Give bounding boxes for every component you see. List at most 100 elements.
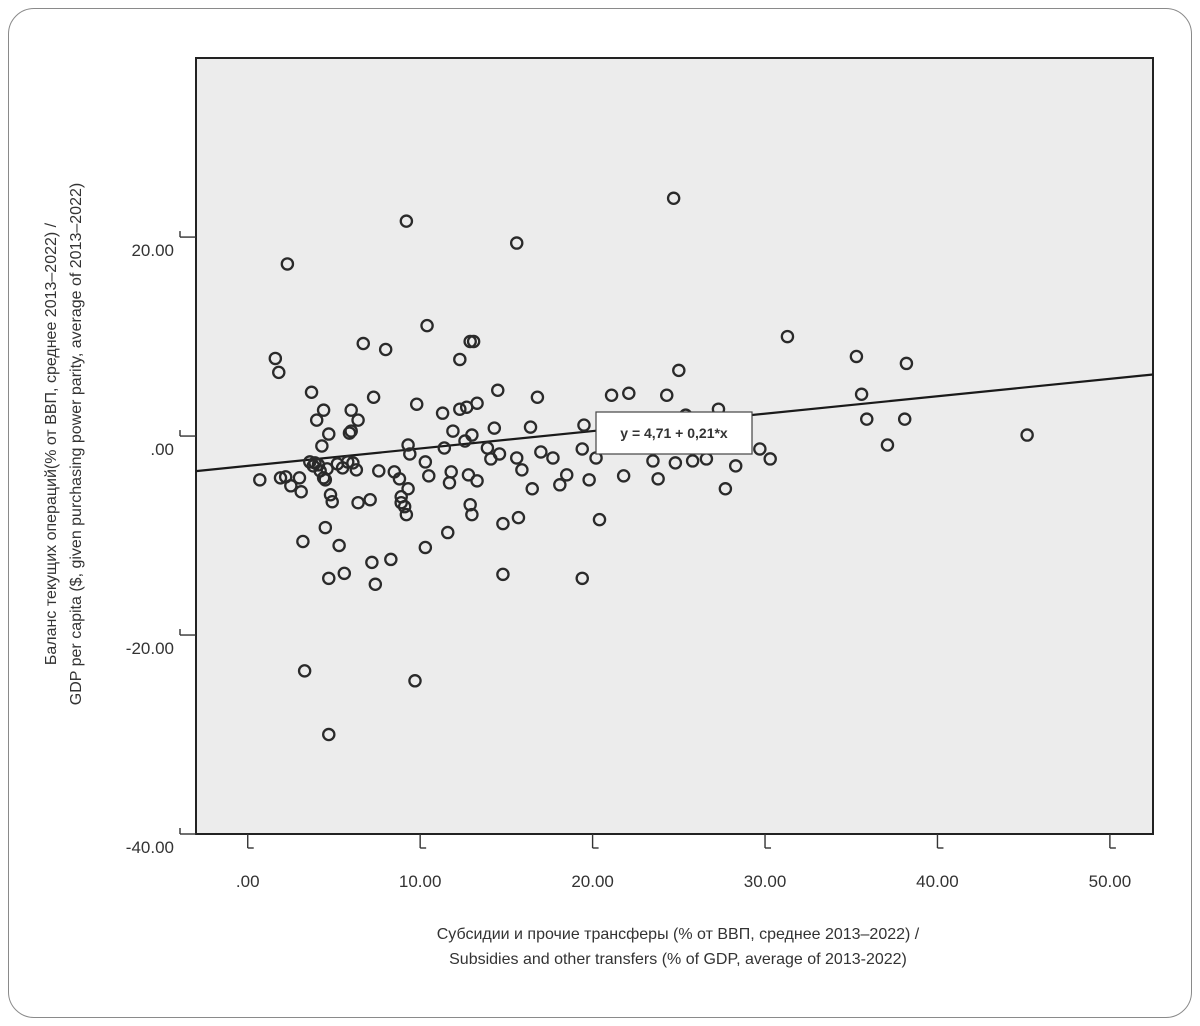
- data-point: [453, 352, 467, 367]
- data-point: [292, 471, 307, 485]
- data-point: [284, 479, 298, 493]
- data-point: [559, 468, 574, 482]
- data-point: [509, 451, 524, 465]
- data-point: [401, 438, 415, 452]
- data-point: [523, 420, 538, 434]
- data-point: [515, 463, 529, 477]
- x-tick-label: 20.00: [571, 872, 614, 891]
- data-point: [253, 473, 267, 487]
- data-point: [470, 474, 484, 488]
- data-point: [496, 567, 510, 582]
- data-point: [577, 418, 591, 432]
- data-point: [392, 472, 407, 486]
- data-point: [446, 424, 460, 438]
- data-point: [534, 445, 548, 459]
- data-point: [441, 525, 455, 540]
- data-point: [309, 413, 324, 427]
- data-point: [272, 365, 286, 380]
- data-point: [365, 555, 379, 570]
- data-point: [356, 336, 371, 351]
- data-point: [666, 191, 681, 206]
- data-point: [368, 577, 383, 592]
- data-point: [318, 520, 333, 535]
- x-axis-title-line-1: Субсидии и прочие трансферы (% от ВВП, с…: [437, 926, 920, 943]
- data-point: [668, 456, 683, 470]
- data-point: [491, 383, 505, 398]
- data-point: [753, 442, 767, 456]
- data-point: [659, 388, 674, 403]
- data-point: [465, 507, 479, 522]
- x-tick-label: 50.00: [1089, 872, 1132, 891]
- y-tick-label: .00: [150, 440, 174, 459]
- data-point: [322, 571, 336, 586]
- data-point: [268, 351, 283, 366]
- data-point: [401, 482, 415, 496]
- data-point: [409, 397, 424, 411]
- x-axis-title-line-2: Subsidies and other transfers (% of GDP,…: [449, 951, 907, 968]
- data-point: [344, 424, 358, 438]
- data-point: [273, 471, 288, 485]
- x-tick-label: 10.00: [399, 872, 442, 891]
- data-point: [294, 485, 308, 499]
- data-point: [546, 451, 560, 465]
- data-point: [509, 236, 524, 250]
- data-point: [332, 538, 346, 553]
- data-point: [763, 452, 777, 466]
- figure-frame: [8, 8, 1192, 1018]
- data-point: [344, 403, 358, 417]
- data-point: [322, 727, 336, 742]
- data-point: [418, 455, 433, 469]
- x-tick-label: 40.00: [916, 872, 959, 891]
- data-point: [1020, 428, 1034, 442]
- data-point: [351, 495, 365, 510]
- data-point: [296, 534, 310, 549]
- data-point: [525, 482, 539, 496]
- data-point: [582, 473, 596, 487]
- y-axis-title-line-1: Баланс текущих операций(% от ВВП, средне…: [43, 222, 60, 665]
- data-point: [337, 566, 352, 581]
- data-point: [366, 390, 381, 405]
- data-point: [399, 214, 414, 228]
- y-tick-label: -20.00: [126, 639, 174, 658]
- regression-annotation: y = 4,71 + 0,21*x: [595, 411, 753, 455]
- data-point: [849, 349, 864, 364]
- data-point: [592, 512, 607, 527]
- y-tick-label: 20.00: [131, 241, 174, 260]
- data-point: [728, 459, 743, 473]
- data-point: [408, 674, 422, 688]
- data-point: [899, 356, 914, 371]
- data-point: [437, 441, 452, 455]
- data-point: [435, 406, 450, 420]
- data-point: [622, 386, 636, 401]
- data-point: [718, 482, 733, 496]
- data-point: [897, 412, 912, 426]
- data-point: [466, 334, 481, 349]
- data-point: [553, 478, 567, 492]
- data-point: [880, 438, 895, 452]
- data-point: [322, 427, 336, 441]
- x-axis-title: Субсидии и прочие трансферы (% от ВВП, с…: [437, 926, 920, 968]
- data-point: [604, 388, 619, 403]
- data-point: [372, 464, 386, 478]
- x-tick-label: 30.00: [744, 872, 787, 891]
- regression-equation-label: y = 4,71 + 0,21*x: [620, 425, 728, 441]
- data-point: [651, 472, 665, 486]
- data-point: [384, 552, 398, 567]
- data-point: [399, 507, 414, 522]
- data-point: [315, 439, 329, 453]
- data-points: [253, 191, 1034, 742]
- data-point: [616, 469, 631, 483]
- data-point: [487, 421, 502, 435]
- plot-area: [195, 57, 1154, 835]
- y-axis-title-line-2: GDP per capita ($, given purchasing powe…: [68, 183, 85, 705]
- data-point: [685, 454, 700, 468]
- x-tick-label: .00: [236, 872, 260, 891]
- x-axis: .00 10.00 20.00 30.00 40.00 50.00: [236, 834, 1131, 891]
- data-point: [363, 492, 377, 507]
- data-point: [304, 385, 319, 400]
- data-point: [496, 516, 510, 531]
- data-point: [646, 454, 660, 468]
- data-point: [320, 462, 334, 476]
- data-point: [325, 494, 339, 509]
